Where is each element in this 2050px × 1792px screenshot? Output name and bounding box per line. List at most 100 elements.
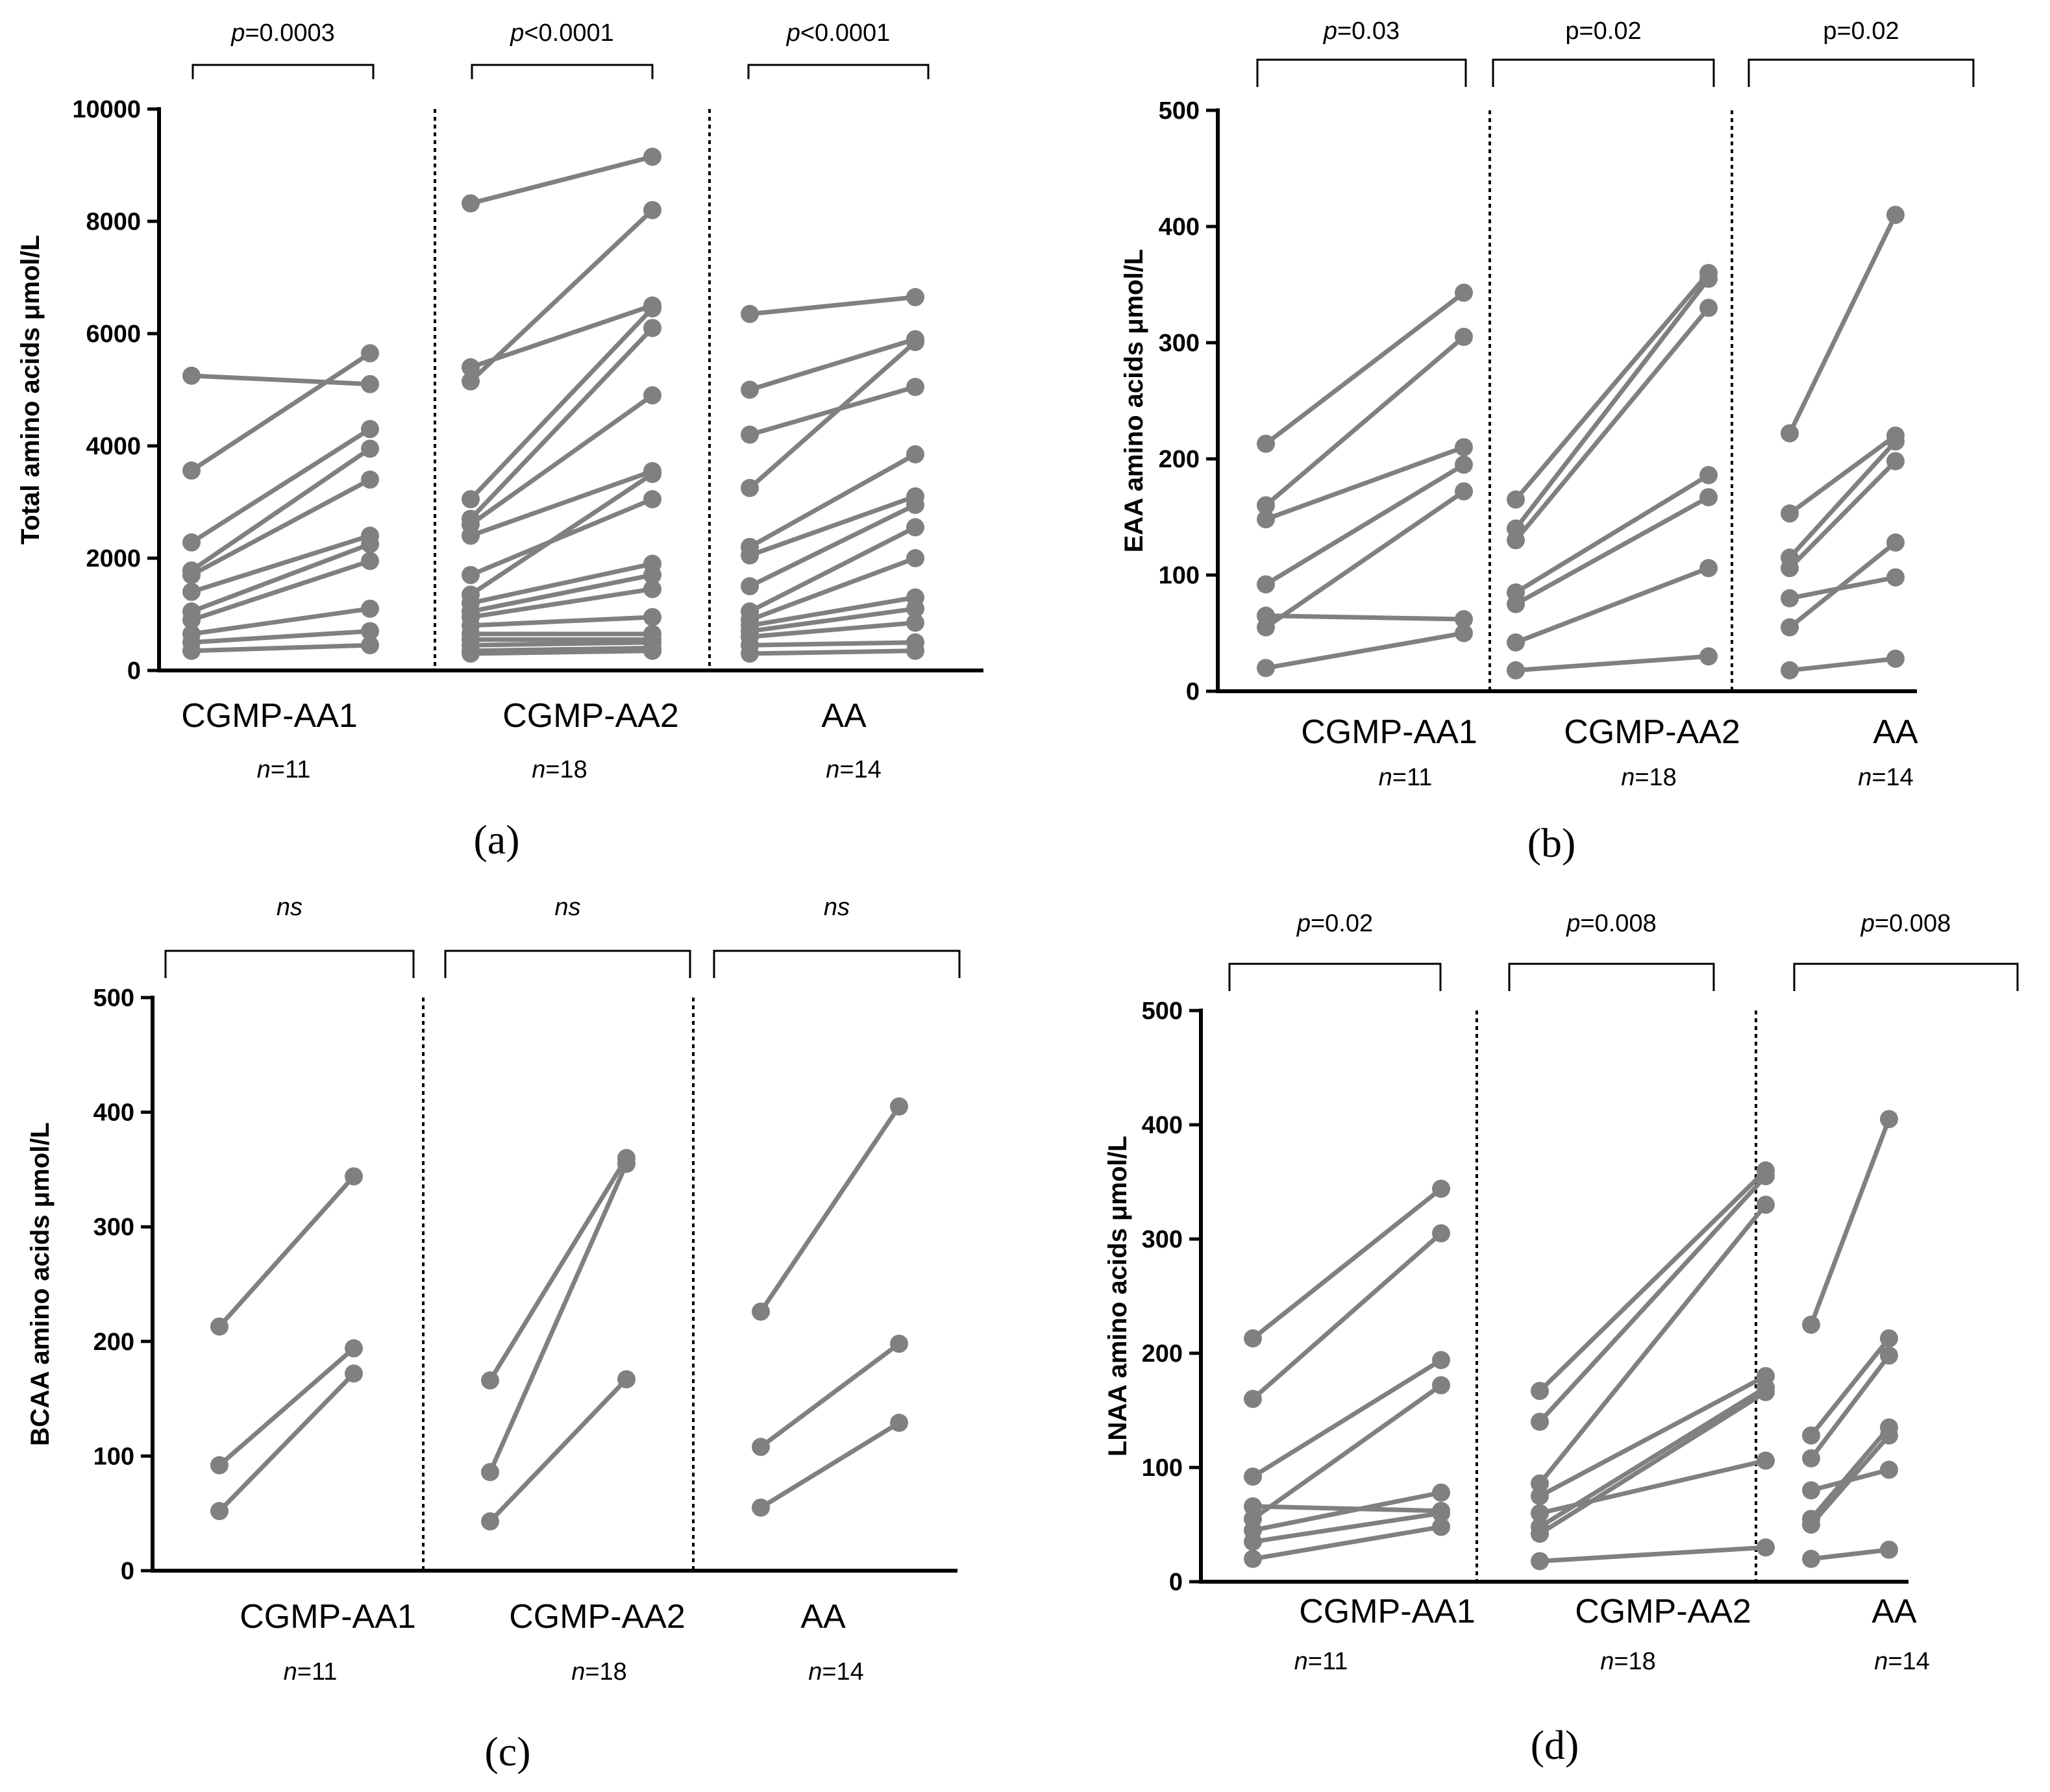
group-label: AA	[1871, 1593, 1917, 1630]
group-label: CGMP-AA2	[502, 697, 679, 735]
paired-line	[1265, 631, 1464, 670]
data-point-before	[210, 1456, 228, 1475]
paired-line	[1252, 1510, 1442, 1544]
p-value-label: p<0.0001	[510, 19, 614, 47]
group-cgmp-aa1	[182, 344, 379, 660]
paired-line	[1252, 1525, 1442, 1562]
data-point-before	[182, 611, 201, 630]
paired-line	[470, 615, 653, 628]
paired-line	[191, 628, 371, 645]
data-point-after	[345, 1167, 363, 1186]
p-value-label: ns	[824, 894, 850, 921]
paired-line	[1252, 1490, 1442, 1533]
data-point-after	[345, 1339, 363, 1358]
paired-line	[1251, 1231, 1443, 1401]
data-point-after	[1886, 432, 1905, 451]
data-point-before	[1531, 1552, 1549, 1571]
data-point-after	[1432, 1483, 1450, 1502]
data-point-after	[361, 470, 379, 489]
paired-line	[470, 154, 653, 206]
significance-bracket	[1508, 963, 1715, 991]
data-point-after	[906, 641, 924, 660]
paired-line	[469, 306, 654, 501]
y-tick-label: 2000	[86, 545, 141, 572]
data-point-after	[1455, 438, 1473, 457]
data-point-before	[741, 577, 759, 596]
data-point-after	[1455, 482, 1473, 501]
data-point-after	[361, 420, 379, 439]
paired-line	[488, 1162, 629, 1473]
significance-bracket	[1492, 58, 1715, 87]
significance-bracket	[191, 64, 375, 79]
data-point-before	[1244, 1497, 1262, 1516]
paired-line	[1809, 1354, 1891, 1460]
paired-line	[1265, 613, 1464, 622]
paired-line	[1251, 1186, 1443, 1340]
y-axis-title: EAA amino acids μmol/L	[1120, 249, 1148, 553]
data-point-before	[1507, 595, 1525, 613]
paired-line	[749, 606, 916, 633]
data-point-before	[1257, 659, 1275, 678]
paired-line	[1788, 460, 1897, 570]
n-label: n=11	[257, 756, 311, 783]
p-value-label: p=0.02	[1565, 18, 1641, 45]
n-label: n=18	[1621, 764, 1677, 791]
y-tick-label: 400	[1159, 214, 1200, 241]
data-point-before	[1531, 1474, 1549, 1493]
data-point-after	[617, 1155, 636, 1173]
data-point-after	[643, 490, 661, 509]
paired-line	[469, 469, 654, 538]
data-point-before	[210, 1317, 228, 1336]
panel-tag: (d)	[1531, 1722, 1579, 1768]
data-point-after	[1886, 206, 1905, 225]
data-point-after	[361, 439, 379, 458]
data-point-after	[361, 599, 379, 618]
data-point-before	[1781, 589, 1799, 608]
data-point-before	[1257, 510, 1275, 529]
data-point-after	[345, 1364, 363, 1383]
data-point-after	[1886, 649, 1905, 668]
data-point-after	[1880, 1540, 1898, 1559]
data-point-after	[617, 1370, 636, 1389]
data-point-after	[1757, 1451, 1775, 1470]
y-tick-label: 300	[93, 1214, 134, 1241]
data-point-after	[1699, 647, 1718, 666]
data-point-before	[1531, 1412, 1549, 1431]
data-point-before	[462, 194, 480, 213]
data-point-after	[1880, 1460, 1898, 1479]
n-label: n=18	[571, 1658, 627, 1686]
paired-line	[190, 534, 371, 595]
data-point-after	[1432, 1351, 1450, 1369]
paired-line	[469, 208, 654, 384]
data-point-before	[741, 425, 759, 444]
paired-line	[1810, 1547, 1890, 1562]
data-point-before	[1802, 1426, 1820, 1445]
p-value-label: p<0.0001	[786, 19, 891, 47]
paired-line	[1539, 1545, 1766, 1564]
data-point-before	[1244, 1532, 1262, 1551]
data-point-after	[1757, 1538, 1775, 1557]
significance-bracket	[1256, 58, 1467, 87]
n-label: n=14	[826, 756, 882, 783]
group-cgmp-aa1	[1244, 1179, 1450, 1568]
paired-line	[1264, 335, 1466, 508]
data-point-after	[906, 288, 924, 306]
n-label: n=18	[1600, 1648, 1656, 1675]
paired-line	[191, 606, 371, 637]
paired-line	[470, 645, 653, 654]
data-point-after	[643, 147, 661, 166]
data-point-before	[1531, 1487, 1549, 1505]
data-point-after	[361, 535, 379, 554]
paired-line	[1514, 495, 1710, 606]
y-tick-label: 200	[1159, 446, 1200, 473]
data-point-after	[890, 1414, 908, 1432]
paired-line	[1514, 565, 1710, 645]
paired-line	[1809, 1426, 1891, 1521]
paired-line	[1788, 439, 1897, 559]
data-point-before	[1781, 504, 1799, 523]
y-tick-label: 6000	[86, 321, 141, 348]
data-point-before	[462, 526, 480, 545]
group-label: AA	[1873, 713, 1918, 751]
paired-line	[470, 572, 653, 614]
